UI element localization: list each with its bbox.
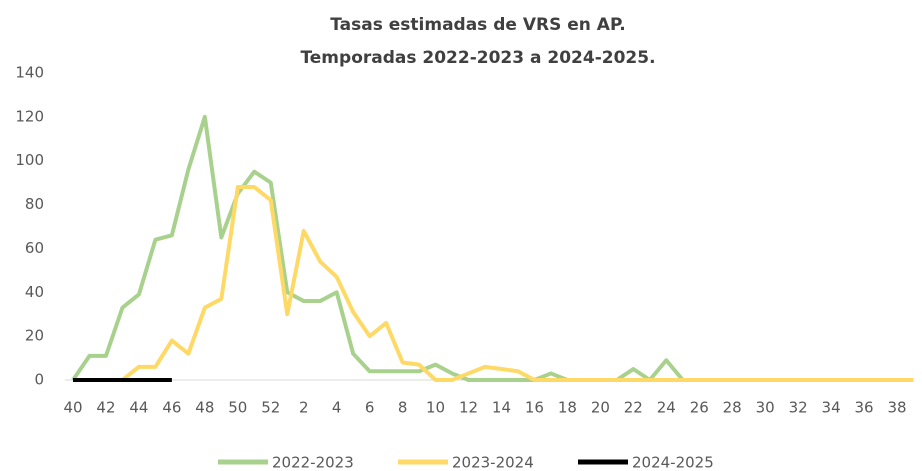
- y-tick-label: 20: [25, 327, 44, 345]
- x-tick-label: 32: [789, 399, 808, 417]
- x-tick-label: 6: [365, 399, 375, 417]
- y-tick-label: 0: [34, 371, 44, 389]
- x-tick-label: 30: [756, 399, 775, 417]
- chart-subtitle: Temporadas 2022-2023 a 2024-2025.: [300, 48, 655, 68]
- legend-label: 2022-2023: [272, 454, 354, 471]
- x-tick-label: 14: [492, 399, 511, 417]
- x-tick-label: 10: [426, 399, 445, 417]
- x-tick-label: 18: [558, 399, 577, 417]
- y-tick-label: 100: [15, 151, 44, 169]
- x-tick-label: 22: [624, 399, 643, 417]
- x-tick-label: 16: [525, 399, 544, 417]
- chart-title: Tasas estimadas de VRS en AP.: [330, 15, 626, 35]
- legend-label: 2024-2025: [632, 454, 714, 471]
- x-tick-label: 8: [398, 399, 408, 417]
- x-tick-label: 34: [822, 399, 841, 417]
- x-tick-label: 50: [228, 399, 247, 417]
- x-tick-label: 28: [723, 399, 742, 417]
- x-tick-label: 2: [299, 399, 309, 417]
- series-line: [71, 114, 914, 382]
- y-tick-label: 80: [25, 195, 44, 213]
- x-tick-label: 24: [657, 399, 676, 417]
- x-tick-label: 52: [261, 399, 280, 417]
- x-tick-label: 20: [591, 399, 610, 417]
- series-line: [73, 185, 914, 382]
- x-tick-label: 44: [129, 399, 148, 417]
- y-tick-label: 120: [15, 107, 44, 125]
- y-tick-label: 60: [25, 239, 44, 257]
- x-tick-label: 40: [63, 399, 82, 417]
- x-tick-label: 26: [690, 399, 709, 417]
- x-tick-label: 4: [332, 399, 342, 417]
- y-tick-label: 40: [25, 283, 44, 301]
- x-tick-label: 36: [854, 399, 873, 417]
- x-tick-label: 12: [459, 399, 478, 417]
- legend-label: 2023-2024: [452, 454, 534, 471]
- x-tick-label: 42: [96, 399, 115, 417]
- x-tick-label: 48: [195, 399, 214, 417]
- x-tick-label: 46: [162, 399, 181, 417]
- y-tick-label: 140: [15, 64, 44, 82]
- x-tick-label: 38: [887, 399, 906, 417]
